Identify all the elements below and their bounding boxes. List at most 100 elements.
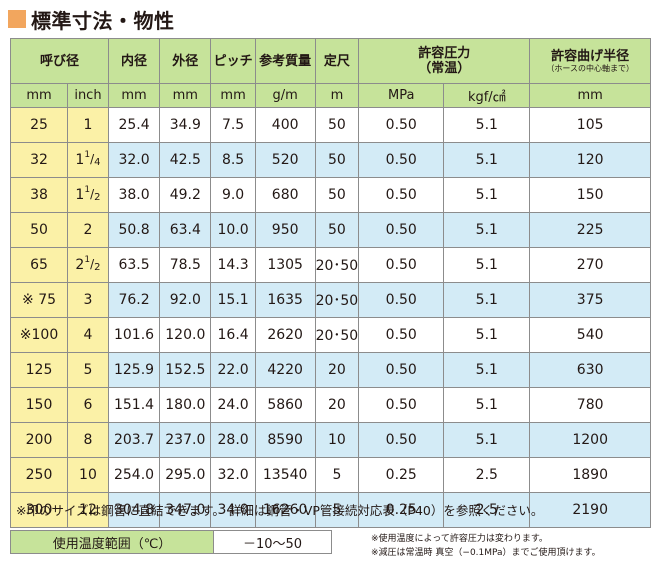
pressure-mpa-cell: 0.50 [358, 352, 445, 388]
table-row: ※100 4 101.6 120.0 16.4 2620 20･50 0.50 5.1 540 [9, 317, 651, 353]
inch-numerator: 1 [84, 255, 91, 265]
nominal-mm-cell: 50 [9, 212, 69, 248]
inner-diameter-cell: 254.0 [107, 457, 161, 493]
nominal-mm-cell: 250 [9, 457, 69, 493]
unit-cell: kgf/㎠ [443, 83, 531, 108]
outer-diameter-cell: 237.0 [159, 422, 212, 458]
weight-cell: 680 [254, 177, 316, 213]
fraction-slash: / [90, 257, 95, 271]
bend-radius-cell: 225 [529, 212, 651, 248]
inner-diameter-cell: 25.4 [107, 107, 161, 143]
inner-diameter-cell: 151.4 [107, 387, 161, 423]
inch-numerator: 1 [84, 185, 91, 195]
table-row: 300 12 304.8 347.0 34.0 16260 5 0.25 2.5 2190 [9, 492, 651, 528]
outer-diameter-cell: 180.0 [159, 387, 212, 423]
unit-cell: inch [67, 83, 109, 108]
weight-cell: 520 [254, 142, 316, 178]
title-text: 標準寸法・物性 [31, 8, 175, 33]
nominal-mm-cell: 65 [9, 247, 69, 283]
fraction-slash: / [90, 152, 95, 166]
pitch-cell: 32.0 [210, 457, 256, 493]
pressure-mpa-cell: 0.50 [358, 107, 445, 143]
nominal-mm-cell: 300 [9, 492, 69, 528]
bend-radius-cell: 1200 [529, 422, 651, 458]
length-cell: 5 [314, 492, 360, 528]
inch-numerator: 1 [84, 150, 91, 160]
nominal-mm-cell: 32 [9, 142, 69, 178]
weight-cell: 1305 [254, 247, 316, 283]
temperature-range-table: 使用温度範囲（℃） －10～50 [10, 530, 332, 554]
bend-radius-cell: 270 [529, 247, 651, 283]
bend-radius-cell: 150 [529, 177, 651, 213]
pressure-kgf-cell: 5.1 [443, 352, 531, 388]
pressure-kgf-cell: 5.1 [443, 387, 531, 423]
nominal-mm-cell: 25 [9, 107, 69, 143]
weight-cell: 16260 [254, 492, 316, 528]
pressure-mpa-cell: 0.50 [358, 177, 445, 213]
notes-small: ※使用温度によって許容圧力は変わります。 ※減圧は常温時 真空（−0.1MPa）… [371, 532, 601, 560]
nominal-mm-cell: ※ 75 [9, 282, 69, 318]
pressure-kgf-cell: 5.1 [443, 282, 531, 318]
pitch-cell: 15.1 [210, 282, 256, 318]
table-row: 25 1 25.4 34.9 7.5 400 50 0.50 5.1 105 [9, 107, 651, 143]
header-outer: 外径 [159, 38, 212, 84]
inch-denominator: 4 [94, 157, 101, 168]
pressure-kgf-cell: 5.1 [443, 142, 531, 178]
unit-cell: mm [529, 83, 651, 108]
table-row: 38 1 1/2 38.0 49.2 9.0 680 50 0.50 5.1 150 [9, 177, 651, 213]
table-row: 32 1 1/4 32.0 42.5 8.5 520 50 0.50 5.1 120 [9, 142, 651, 178]
weight-cell: 950 [254, 212, 316, 248]
weight-cell: 5860 [254, 387, 316, 423]
length-cell: 20･50 [314, 282, 360, 318]
header-pressure-line2: （常温） [418, 61, 471, 76]
header-pressure: 許容圧力 （常温） [358, 38, 531, 84]
inner-diameter-cell: 304.8 [107, 492, 161, 528]
unit-cell: m [314, 83, 360, 108]
pressure-kgf-cell: 5.1 [443, 422, 531, 458]
nominal-mm-cell: 150 [9, 387, 69, 423]
inner-diameter-cell: 125.9 [107, 352, 161, 388]
pressure-mpa-cell: 0.50 [358, 247, 445, 283]
pressure-kgf-cell: 2.5 [443, 492, 531, 528]
temperature-label: 使用温度範囲（℃） [10, 530, 214, 554]
outer-diameter-cell: 63.4 [159, 212, 212, 248]
pitch-cell: 34.0 [210, 492, 256, 528]
outer-diameter-cell: 49.2 [159, 177, 212, 213]
inch-whole: 1 [75, 152, 85, 168]
note-pressure: ※使用温度によって許容圧力は変わります。 [371, 534, 548, 544]
pressure-mpa-cell: 0.50 [358, 142, 445, 178]
pitch-cell: 9.0 [210, 177, 256, 213]
bend-radius-cell: 120 [529, 142, 651, 178]
weight-cell: 8590 [254, 422, 316, 458]
header-bend-label: 許容曲げ半径 [551, 48, 630, 64]
length-cell: 20 [314, 352, 360, 388]
length-cell: 10 [314, 422, 360, 458]
length-cell: 50 [314, 212, 360, 248]
weight-cell: 1635 [254, 282, 316, 318]
nominal-inch-cell: 1 1/4 [67, 142, 109, 178]
inner-diameter-cell: 32.0 [107, 142, 161, 178]
pitch-cell: 24.0 [210, 387, 256, 423]
length-cell: 5 [314, 457, 360, 493]
nominal-inch-cell: 2 1/2 [67, 247, 109, 283]
pitch-cell: 10.0 [210, 212, 256, 248]
weight-cell: 2620 [254, 317, 316, 353]
inner-diameter-cell: 50.8 [107, 212, 161, 248]
pressure-mpa-cell: 0.50 [358, 282, 445, 318]
unit-cell: mm [9, 83, 69, 108]
header-pressure-line1: 許容圧力 [418, 46, 471, 61]
inner-diameter-cell: 76.2 [107, 282, 161, 318]
inner-diameter-cell: 63.5 [107, 247, 161, 283]
pitch-cell: 16.4 [210, 317, 256, 353]
unit-cell: MPa [358, 83, 445, 108]
pressure-kgf-cell: 5.1 [443, 247, 531, 283]
pressure-kgf-cell: 5.1 [443, 317, 531, 353]
length-cell: 20･50 [314, 317, 360, 353]
bend-radius-cell: 780 [529, 387, 651, 423]
pitch-cell: 28.0 [210, 422, 256, 458]
inner-diameter-cell: 101.6 [107, 317, 161, 353]
header-pitch: ピッチ [210, 38, 256, 84]
pressure-kgf-cell: 5.1 [443, 212, 531, 248]
outer-diameter-cell: 120.0 [159, 317, 212, 353]
outer-diameter-cell: 152.5 [159, 352, 212, 388]
